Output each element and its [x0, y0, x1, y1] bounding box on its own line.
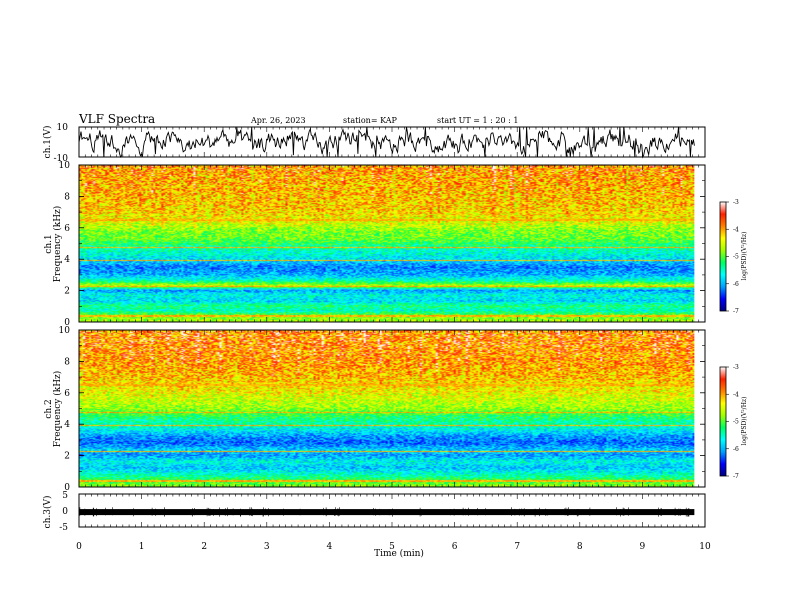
xtick-label: 7 [514, 542, 520, 552]
colorbar-tick-label: -4 [733, 226, 739, 233]
ch1-colorbar-ticks: -3 -4 -5 -6 -7 [726, 199, 739, 315]
ch2-spectrogram-image [79, 330, 695, 487]
xtick-label: 5 [389, 542, 395, 552]
ch2-spectrogram-ylabel-frequency: Frequency (kHz) [52, 371, 63, 448]
date-label: Apr. 26, 2023 [250, 116, 306, 125]
ch1-spectrogram-ylabel-frequency: Frequency (kHz) [52, 206, 63, 283]
ch3-waveform-panel: 5 0 -5 ch.3(V) 0 1 2 3 4 5 6 7 8 9 10 Time (min) [42, 491, 711, 559]
ytick-label: 2 [64, 452, 70, 462]
ch2-spectrogram-ylabel-channel: ch.2 [44, 399, 54, 418]
ch1-colorbar-scale [719, 201, 727, 312]
ytick-label: 6 [64, 224, 70, 234]
ch1-spectrogram-xticks [78, 165, 706, 322]
xtick-label: 10 [699, 542, 711, 552]
ytick-label: 10 [59, 326, 71, 336]
ytick-label: 0 [64, 318, 70, 328]
xtick-label: 4 [327, 542, 333, 552]
ch1-waveform-panel: 10 -10 ch.1(V) [42, 123, 706, 164]
ch2-colorbar-ticks: -3 -4 -5 -6 -7 [726, 364, 739, 480]
ch3-waveform-xticks [78, 494, 706, 527]
ytick-label: 10 [59, 161, 71, 171]
ytick-label: 0 [64, 483, 70, 493]
colorbar-tick-label: -7 [733, 308, 739, 315]
ch1-ytick-top: 10 [57, 123, 69, 133]
ch2-spectrogram-yticks: 0 2 4 6 8 10 [59, 326, 705, 493]
ch1-colorbar: -3 -4 -5 -6 -7 log(PSD)(V²/Hz) [719, 199, 748, 315]
ch2-colorbar-scale [719, 366, 727, 477]
ch1-spectrogram-ylabel-channel: ch.1 [44, 234, 54, 253]
colorbar-tick-label: -5 [733, 254, 739, 261]
ytick-label: 8 [64, 357, 70, 367]
xtick-label: 2 [201, 542, 207, 552]
ch3-ytick-mid: 0 [62, 507, 68, 517]
ytick-label: 8 [64, 192, 70, 202]
colorbar-tick-label: -6 [733, 281, 739, 288]
ch2-colorbar: -3 -4 -5 -6 -7 log(PSD)(V²/Hz) [719, 364, 748, 480]
ch1-colorbar-label: log(PSD)(V²/Hz) [741, 232, 748, 281]
ch1-spectrogram-image [79, 165, 695, 322]
xtick-label: 9 [640, 542, 646, 552]
ytick-label: 2 [64, 287, 70, 297]
ch3-ytick-bottom: -5 [59, 523, 68, 533]
ch3-waveform-spikes [79, 507, 690, 517]
ch1-ytick-bottom: -10 [54, 154, 69, 164]
colorbar-tick-label: -7 [733, 473, 739, 480]
ch2-spectrogram-panel: 0 2 4 6 8 10 ch.2 Frequency (kHz) [44, 326, 706, 493]
ch1-waveform-trace [78, 126, 695, 159]
ch2-spectrogram-xticks [78, 330, 706, 487]
time-axis-label: Time (min) [374, 548, 424, 559]
xtick-label: 3 [264, 542, 270, 552]
ch1-spectrogram-panel: 0 2 4 6 8 10 ch.1 Frequency (kHz) [44, 161, 706, 328]
colorbar-tick-label: -4 [733, 391, 739, 398]
start-time-label: start UT = 1 : 20 : 1 [437, 116, 518, 125]
xtick-label: 8 [577, 542, 583, 552]
ch1-spectrogram-yticks: 0 2 4 6 8 10 [59, 161, 705, 328]
ch2-colorbar-label: log(PSD)(V²/Hz) [741, 397, 748, 446]
colorbar-tick-label: -5 [733, 419, 739, 426]
ytick-label: 4 [64, 255, 70, 265]
xtick-label: 1 [139, 542, 145, 552]
ytick-label: 4 [64, 420, 70, 430]
ch1-waveform-ylabel: ch.1(V) [42, 126, 53, 159]
xtick-label: 0 [76, 542, 82, 552]
colorbar-tick-label: -3 [733, 364, 739, 371]
ch3-waveform-trace [79, 509, 695, 516]
station-label: station= KAP [343, 116, 398, 125]
colorbar-tick-label: -6 [733, 446, 739, 453]
ytick-label: 6 [64, 389, 70, 399]
colorbar-tick-label: -3 [733, 199, 739, 206]
ch1-waveform-xticks [78, 127, 706, 157]
ch3-waveform-ylabel: ch.3(V) [42, 496, 53, 529]
figure-title: VLF Spectra [78, 112, 155, 126]
time-axis-tick-labels: 0 1 2 3 4 5 6 7 8 9 10 [76, 542, 711, 552]
xtick-label: 6 [452, 542, 458, 552]
ch3-ytick-top: 5 [62, 491, 68, 501]
